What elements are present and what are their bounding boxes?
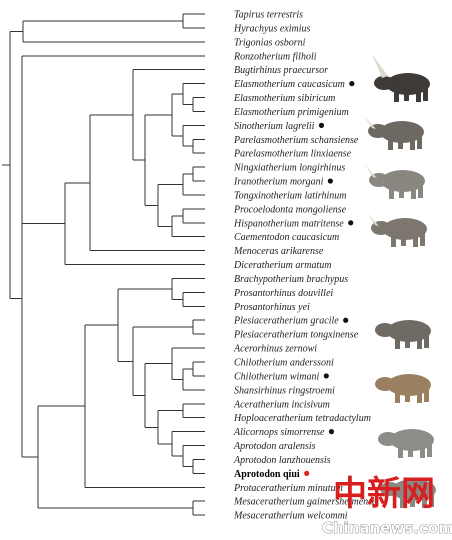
taxon-label: Chilotherium anderssoni [234,358,334,369]
taxon-label: Sinotherium lagrelii [234,121,315,132]
taxon-label: Caementodon caucasicum [234,232,339,243]
taxon-label: Parelasmotherium schansiense [233,135,359,146]
taxon-label: Alicornops simorrense [233,427,325,438]
taxon-label: Trigonias osborni [234,37,306,48]
taxon-label: Protaceratherium minutum [233,483,343,494]
taxon-label: Tapirus terrestris [234,10,303,21]
taxon-label: Prosantorhinus yei [233,302,310,313]
illustrated-dot [348,220,354,226]
taxon-label: Diceratherium armatum [233,260,332,271]
taxon-label: Aprotodon aralensis [233,441,316,452]
taxon-label: Mesaceratherium gaimersheimense [233,497,377,508]
highlight-dot [304,470,310,476]
taxon-label: Procoelodonta mongoliense [233,204,347,215]
illustrated-dot [328,429,335,435]
taxon-label: Ronzotherium filholi [233,51,317,62]
taxon-label: Mesaceratherium welcommi [233,511,348,522]
taxon-label: Brachypotherium brachypus [234,274,348,285]
iranotherium-icon [365,165,425,199]
taxon-label: Bugtirhinus praecursor [234,65,328,76]
taxon-label: Elasmotherium caucasicum [233,79,345,90]
alicornops-icon [378,429,434,458]
taxon-label: Plesiaceratherium gracile [233,316,339,327]
taxon-label: Parelasmotherium linxiaense [233,149,352,160]
taxon-label: Aprotodon lanzhouensis [233,455,331,466]
taxon-label: Iranotherium morgani [233,177,324,188]
tree-branches [2,13,205,516]
illustrated-dot [327,178,333,184]
sinotherium-icon [364,116,424,150]
taxon-label: Plesiaceratherium tongxinense [233,330,359,341]
woolly-elasmotherium-icon [372,54,430,102]
rhino-illustrations [364,54,436,508]
watermark: 中新网 Chinanews.com [322,474,452,537]
taxon-label: Hyrachyus eximius [233,23,310,34]
illustrated-dot [323,373,329,379]
taxon-label: Elasmotherium primigenium [233,107,349,118]
illustrated-dot [343,317,349,323]
watermark-cn: 中新网 [333,474,435,514]
plesiaceratherium-icon [375,320,431,349]
aprotodon-icon [380,479,436,508]
taxon-label: Tongxinotherium latirhinum [234,190,347,201]
taxon-label: Aceratherium incisivum [233,399,330,410]
taxon-label: Chilotherium wimani [234,371,320,382]
taxon-label: Acerorhinus zernowi [233,344,317,355]
taxon-label: Ningxiatherium longirhinus [233,163,345,174]
taxon-label: Elasmotherium sibiricum [233,93,335,104]
taxon-label: Prosantorhinus douvillei [233,288,333,299]
chilotherium-icon [375,374,431,403]
taxon-label: Hispanotherium matritense [233,218,344,229]
watermark-en: Chinanews.com [322,519,452,537]
taxon-label: Shansirhinus ringstroemi [234,385,335,396]
illustrated-dot [318,122,325,128]
taxon-label: Hoploaceratherium tetradactylum [233,413,371,424]
taxon-label: Menoceras arikarense [233,246,324,257]
hispanotherium-icon [367,213,427,247]
illustrated-dot [349,81,355,87]
taxon-label: Aprotodon qiui [234,469,300,480]
taxon-labels: Tapirus terrestris Hyrachyus eximius Trigo… [233,10,377,522]
